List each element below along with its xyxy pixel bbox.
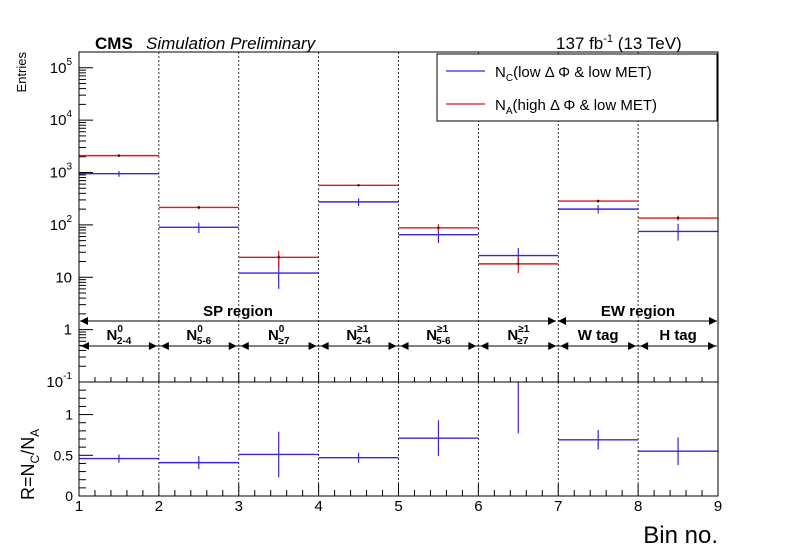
x-tick-label: 7 [554,498,562,515]
bin-label: H tag [659,327,697,344]
x-tick-label: 1 [75,498,83,515]
y-axis-label-ratio: R=NC/NA [18,429,42,500]
x-tick-label: 5 [394,498,402,515]
region-arrowhead [81,342,89,350]
region-arrowhead [400,342,409,350]
region-arrowhead [388,342,397,350]
simulation-label: Simulation Preliminary [146,34,317,53]
legend-nc-label: NC(low Δ Φ & low MET) [495,64,652,84]
bin-label: N≥1 2-4 [346,324,371,347]
marker-na [676,216,680,220]
region-arrowhead [80,317,88,325]
y-tick-label-ratio: 0.5 [54,447,74,463]
ratio-panel-frame [78,381,719,497]
region-arrowhead [468,342,477,350]
region-arrowhead [320,342,329,350]
ratio-panel-series [79,382,718,478]
region-arrowhead [708,342,716,350]
marker-na [357,184,360,187]
y-tick-label-top: 1 [64,322,72,339]
bin-labels: N0 2-4 N0 5-6 N0 ≥7 N≥1 2-4 N≥1 5-6 N≥1 ≥7 W tag H ta… [107,324,697,347]
y-tick-labels: 10-1 1 10 102 103 104 105 0 0.5 1 [46,57,73,504]
bin-label: N≥1 5-6 [426,324,451,347]
region-arrowhead [308,342,317,350]
marker-na [596,199,600,203]
x-tick-label: 6 [474,498,482,515]
region-arrowhead [548,342,557,350]
region-arrowhead [240,342,249,350]
region-arrowhead [558,317,566,325]
x-tick-label: 2 [155,498,163,515]
y-tick-label-top: 102 [50,214,73,234]
marker-na [197,206,201,209]
region-arrowhead [560,342,569,350]
region-annotations: SP region EW region [80,303,717,350]
region-arrowhead [148,342,157,350]
x-tick-labels: 1 2 3 4 5 6 7 8 9 [75,498,722,515]
y-tick-label-top: 104 [50,109,73,129]
x-tick-label: 8 [634,498,642,515]
bin-label: N0 ≥7 [268,324,290,347]
sp-region-label: SP region [203,303,273,320]
marker-na [517,262,520,266]
region-arrowhead [228,342,237,350]
y-tick-label-ratio: 0 [65,488,73,504]
region-arrowhead [160,342,169,350]
y-tick-label-ratio: 1 [65,407,73,423]
luminosity-label: 137 fb-1 (13 TeV) [556,33,682,53]
y-tick-label-top: 105 [50,57,73,77]
region-arrowhead [709,317,717,325]
y-axis-label-top: Entries [14,52,29,93]
region-arrowhead [480,342,489,350]
legend-na-label: NA(high Δ Φ & low MET) [495,97,657,117]
ew-region-label: EW region [601,303,675,320]
y-tick-label-top: 103 [50,162,73,182]
region-arrowhead [640,342,649,350]
region-arrowhead [548,317,556,325]
bin-separators [158,52,639,496]
y-tick-label-top: 10-1 [46,371,72,391]
legend-box [436,53,718,122]
legend: NC(low Δ Φ & low MET) NA(high Δ Φ & low … [436,53,718,122]
region-arrowhead [628,342,637,350]
marker-na [437,226,440,229]
x-tick-label: 4 [314,498,322,515]
marker-na [117,154,121,157]
x-tick-label: 9 [714,498,722,515]
cms-label: CMS [95,34,133,53]
x-axis-label: Bin no. [643,522,718,547]
marker-na [277,256,280,259]
bin-label: N0 2-4 [107,324,132,347]
y-tick-label-top: 10 [55,269,72,286]
bin-label: N≥1 ≥7 [507,324,529,347]
top-panel-series [79,154,718,289]
x-tick-label: 3 [235,498,243,515]
bin-label: W tag [578,327,619,344]
bin-label: N0 5-6 [186,324,211,347]
